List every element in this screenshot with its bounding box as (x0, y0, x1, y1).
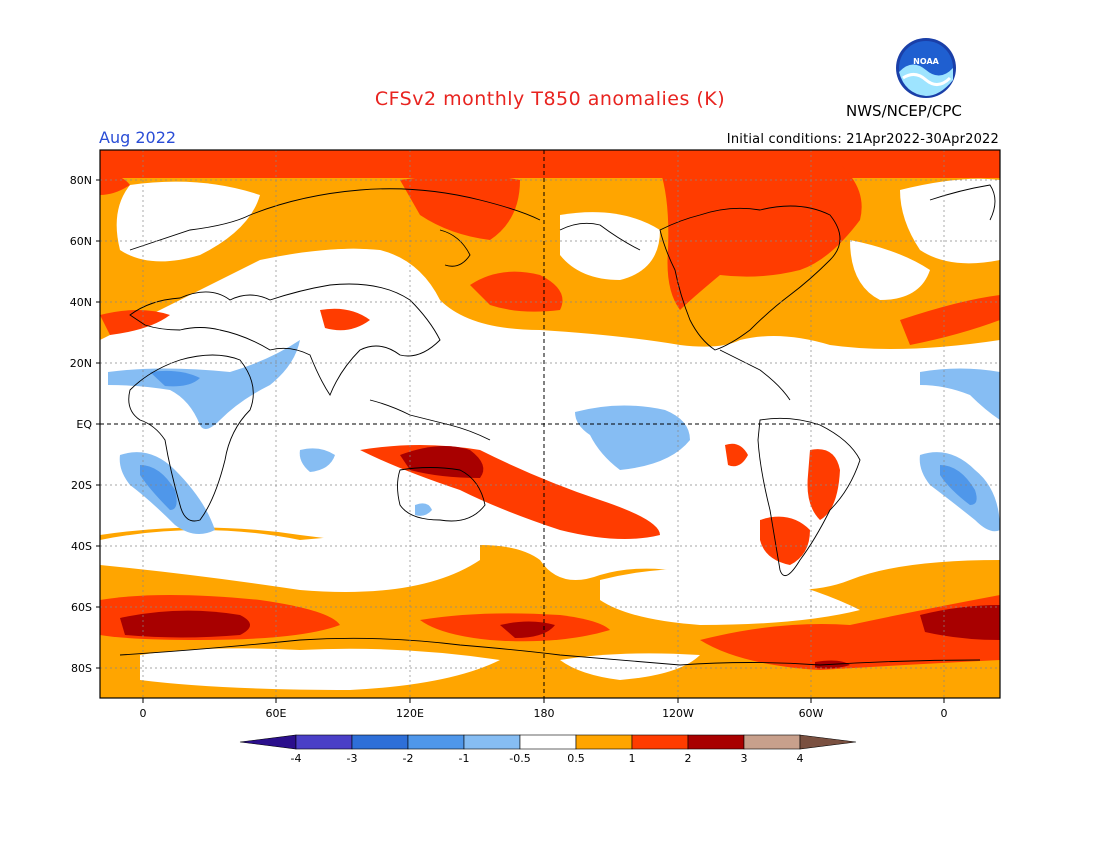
lat-tick-label: 80S (71, 662, 92, 675)
lat-tick-label: 20N (70, 357, 92, 370)
longitude-axis: 0 60E 120E 180 120W 60W 0 (140, 698, 948, 720)
colorbar-swatch (351, 734, 409, 750)
colorbar-swatch (631, 734, 689, 750)
colorbar-label: -4 (291, 752, 302, 765)
lon-tick-label: 120E (396, 707, 424, 720)
colorbar-swatch (687, 734, 745, 750)
colorbar-label: -0.5 (509, 752, 530, 765)
colorbar-swatch (463, 734, 521, 750)
lat-tick-label: 60S (71, 601, 92, 614)
coastlines (119, 184, 996, 666)
lat-tick-label: 40N (70, 296, 92, 309)
lat-tick-label: 60N (70, 235, 92, 248)
logo-text: NOAA (913, 57, 939, 66)
lat-tick-label: EQ (76, 418, 92, 431)
lon-tick-label: 180 (534, 707, 555, 720)
colorbar-label: -1 (459, 752, 470, 765)
colorbar-low-triangle (239, 734, 297, 750)
lat-tick-label: 40S (71, 540, 92, 553)
lon-tick-label: 0 (941, 707, 948, 720)
gridlines (100, 150, 1000, 698)
colorbar: -4 -3 -2 -1 -0.5 0.5 1 2 3 4 (239, 734, 857, 765)
noaa-logo: NOAA (896, 38, 956, 98)
lon-tick-label: 60E (266, 707, 287, 720)
colorbar-label: -2 (403, 752, 414, 765)
agency-label: NWS/NCEP/CPC (846, 102, 962, 120)
initial-conditions-label: Initial conditions: 21Apr2022-30Apr2022 (726, 132, 999, 147)
colorbar-label: 2 (685, 752, 692, 765)
colorbar-label: 1 (629, 752, 636, 765)
valid-month-label: Aug 2022 (99, 128, 177, 147)
colorbar-label: 4 (797, 752, 804, 765)
colorbar-high-triangle (799, 734, 857, 750)
colorbar-swatch (519, 734, 577, 750)
lat-tick-label: 80N (70, 174, 92, 187)
lon-tick-label: 0 (140, 707, 147, 720)
lat-tick-label: 20S (71, 479, 92, 492)
colorbar-swatch (407, 734, 465, 750)
colorbar-swatch (575, 734, 633, 750)
center-lines (100, 150, 1000, 698)
lon-tick-label: 60W (799, 707, 824, 720)
colorbar-label: 3 (741, 752, 748, 765)
colorbar-swatch (295, 734, 353, 750)
colorbar-label: 0.5 (567, 752, 585, 765)
colorbar-label: -3 (347, 752, 358, 765)
latitude-axis: 80N 60N 40N 20N EQ 20S 40S 60S 80S (70, 174, 100, 675)
colorbar-swatch (743, 734, 801, 750)
map-title: CFSv2 monthly T850 anomalies (K) (374, 88, 726, 110)
lon-tick-label: 120W (662, 707, 694, 720)
